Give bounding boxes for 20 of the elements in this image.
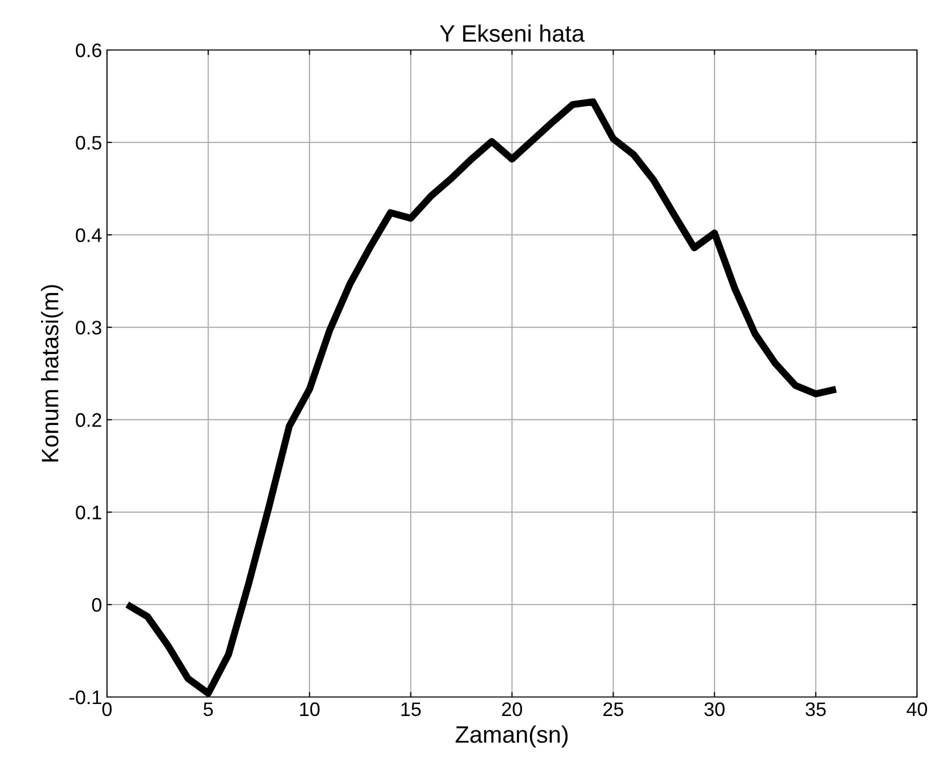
y-tick-label: 0.1 (76, 506, 102, 520)
x-tick-label: 25 (603, 702, 624, 716)
x-tick-label: 40 (906, 702, 928, 716)
y-tick-label: 0.2 (76, 413, 102, 427)
x-tick-label: 35 (806, 702, 826, 716)
y-tick-label: 0.5 (76, 136, 102, 150)
x-axis-title: Zaman(sn) (456, 726, 568, 748)
y-tick-label: 0.4 (76, 228, 102, 242)
x-tick-label: 0 (102, 702, 112, 716)
x-tick-label: 10 (300, 702, 320, 716)
x-tick-label: 5 (204, 702, 213, 716)
y-tick-label: 0.3 (76, 320, 102, 335)
x-tick-label: 15 (401, 702, 421, 716)
y-tick-label: -0.1 (70, 690, 102, 704)
y-tick-label: 0.6 (76, 43, 102, 58)
y-axis-title: Konum hatasi(m) (41, 285, 64, 462)
x-tick-label: 30 (704, 702, 725, 716)
chart-title: Y Ekseni hata (440, 24, 585, 42)
y-tick-label: 0 (92, 598, 102, 612)
x-tick-label: 20 (502, 702, 522, 716)
